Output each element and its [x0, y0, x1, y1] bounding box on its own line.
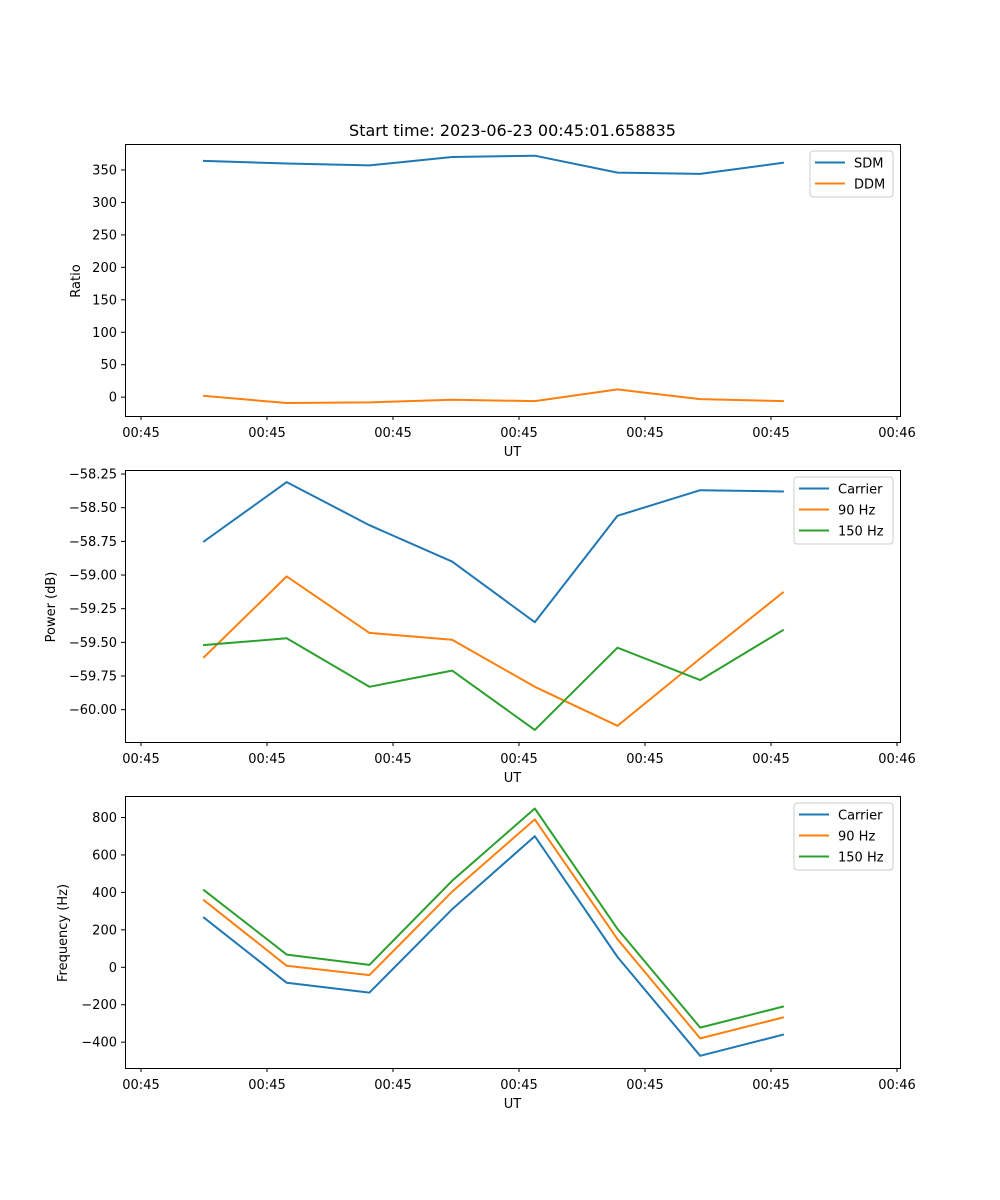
- y-tick-label: 100: [92, 326, 117, 341]
- panel-ratio: 0 50 100 150 200 250 300 350 00:45 00:45 00:45 00:4…: [69, 144, 916, 460]
- legend-power: Carrier 90 Hz 150 Hz: [793, 476, 894, 545]
- x-tick-label: 00:45: [122, 426, 159, 441]
- y-tick-label: 150: [92, 293, 117, 308]
- y-tick-label: 350: [92, 163, 117, 178]
- y-tick-label: −59.00: [69, 569, 117, 584]
- x-tick-label: 00:45: [248, 752, 285, 767]
- y-axis-label: Ratio: [69, 264, 84, 297]
- series-line-90-hz: [202, 575, 785, 727]
- legend-label-90hz: 90 Hz: [838, 504, 875, 519]
- y-tick-label: −58.25: [69, 468, 117, 483]
- x-axis-label: UT: [504, 771, 522, 786]
- x-tick-label: 00:45: [374, 752, 411, 767]
- legend-box: [793, 476, 894, 545]
- x-tick-label: 00:45: [752, 1078, 789, 1093]
- series-line-sdm: [202, 154, 785, 175]
- x-tick-label: 00:45: [374, 426, 411, 441]
- x-axis-label: UT: [504, 1097, 522, 1112]
- x-tick-label: 00:45: [626, 752, 663, 767]
- series-line-carrier: [202, 481, 784, 624]
- chart-title: Start time: 2023-06-23 00:45:01.658835: [349, 121, 676, 140]
- legend-label-90hz: 90 Hz: [838, 830, 875, 845]
- legend-label-carrier: Carrier: [838, 483, 883, 498]
- y-tick-label: 50: [100, 358, 117, 373]
- x-tick-label: 00:46: [878, 426, 915, 441]
- x-tick-label: 00:45: [248, 426, 285, 441]
- y-tick-label: 400: [92, 886, 117, 901]
- panel-frequency: −400 −200 0 200 400 600 800 00:45 00:45 00:45 00:4…: [56, 796, 916, 1112]
- series-line-90-hz: [202, 818, 785, 1040]
- legend-box: [793, 802, 894, 871]
- y-tick-label: 200: [92, 261, 117, 276]
- panel-frequency-marks: −400 −200 0 200 400 600 800 00:45 00:45 00:45 00:4…: [81, 807, 916, 1093]
- series-line-150-hz: [202, 628, 785, 731]
- x-tick-label: 00:45: [752, 752, 789, 767]
- legend-label-sdm: SDM: [854, 157, 883, 172]
- legend-label-150hz: 150 Hz: [838, 525, 884, 540]
- panel-frequency-frame: [125, 796, 901, 1069]
- legend-frequency: Carrier 90 Hz 150 Hz: [793, 802, 894, 871]
- x-tick-label: 00:45: [500, 426, 537, 441]
- y-tick-label: 300: [92, 196, 117, 211]
- y-tick-label: −58.75: [69, 535, 117, 550]
- x-tick-label: 00:45: [500, 752, 537, 767]
- y-tick-label: 0: [109, 391, 117, 406]
- x-tick-label: 00:45: [752, 426, 789, 441]
- panel-ratio-marks: 0 50 100 150 200 250 300 350 00:45 00:45 00:45 00:4…: [92, 154, 916, 441]
- legend-label-ddm: DDM: [854, 178, 885, 193]
- panel-ratio-frame: [125, 144, 901, 417]
- series-line-150-hz: [202, 807, 785, 1029]
- x-tick-label: 00:45: [248, 1078, 285, 1093]
- x-tick-label: 00:45: [626, 426, 663, 441]
- x-tick-label: 00:46: [878, 1078, 915, 1093]
- y-tick-label: 0: [109, 961, 117, 976]
- series-line-ddm: [202, 388, 784, 404]
- y-axis-label: Power (dB): [44, 572, 59, 643]
- x-tick-label: 00:45: [122, 752, 159, 767]
- y-tick-label: −60.00: [69, 703, 117, 718]
- panel-power-frame: [125, 470, 901, 743]
- y-tick-label: −59.50: [69, 636, 117, 651]
- x-tick-label: 00:46: [878, 752, 915, 767]
- legend-ratio: SDM DDM: [809, 150, 894, 198]
- y-tick-label: 200: [92, 923, 117, 938]
- y-tick-label: −59.25: [69, 602, 117, 617]
- legend-label-150hz: 150 Hz: [838, 851, 884, 866]
- x-axis-label: UT: [504, 445, 522, 460]
- x-tick-label: 00:45: [626, 1078, 663, 1093]
- panel-power: −60.00 −59.75 −59.50 −59.25 −59.00 −58.75 −58.…: [44, 468, 916, 786]
- series-line-carrier: [202, 835, 785, 1057]
- y-tick-label: −400: [81, 1036, 117, 1051]
- x-tick-label: 00:45: [374, 1078, 411, 1093]
- legend-label-carrier: Carrier: [838, 809, 883, 824]
- y-tick-label: −200: [81, 998, 117, 1013]
- y-tick-label: −59.75: [69, 670, 117, 685]
- x-tick-label: 00:45: [500, 1078, 537, 1093]
- x-tick-label: 00:45: [122, 1078, 159, 1093]
- y-tick-label: 600: [92, 848, 117, 863]
- y-tick-label: 800: [92, 811, 117, 826]
- y-tick-label: 250: [92, 228, 117, 243]
- y-axis-label: Frequency (Hz): [56, 884, 71, 982]
- y-tick-label: −58.50: [69, 501, 117, 516]
- panel-power-marks: −60.00 −59.75 −59.50 −59.25 −59.00 −58.75 −58.…: [69, 468, 916, 767]
